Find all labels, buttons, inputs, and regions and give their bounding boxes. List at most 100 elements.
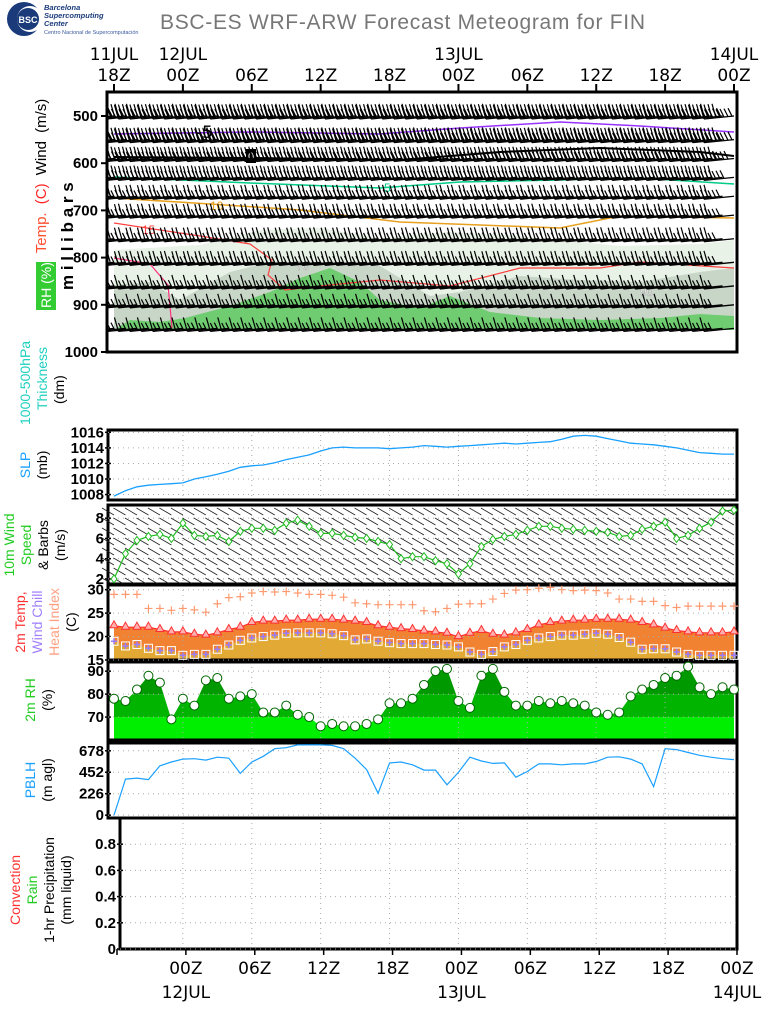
surface-wind-barb xyxy=(320,558,332,565)
pressure-tick-label: 600 xyxy=(73,155,98,172)
surface-wind-barb xyxy=(136,528,148,535)
time-label: 18Z xyxy=(373,66,406,86)
surface-wind-barb xyxy=(584,518,596,525)
surface-wind-barb xyxy=(240,558,252,565)
temp-point xyxy=(512,628,520,635)
barb-feather xyxy=(80,275,84,289)
temp-point xyxy=(386,622,394,629)
slp-line xyxy=(114,435,734,496)
temp-point xyxy=(121,622,129,629)
surface-wind-barb xyxy=(401,518,413,525)
surface-wind-barb xyxy=(699,548,711,555)
surface-wind-barb xyxy=(481,508,493,515)
temp-point xyxy=(328,614,336,621)
surface-wind-barb xyxy=(263,508,275,515)
wind-speed-point xyxy=(697,524,703,532)
surface-wind-barb xyxy=(653,538,665,545)
surface-wind-barb xyxy=(274,508,286,515)
surface-wind-barb xyxy=(596,538,608,545)
barb-feather xyxy=(728,108,732,116)
wind-speed-point xyxy=(444,560,450,568)
surface-wind-barb xyxy=(504,548,516,555)
surface-wind-barb xyxy=(561,508,573,515)
surface-wind-barb xyxy=(630,548,642,555)
surface-wind-barb xyxy=(217,568,229,575)
barb-feather xyxy=(92,190,96,198)
surface-wind-barb xyxy=(504,508,516,515)
surface-wind-barb xyxy=(378,568,390,575)
surface-wind-barb xyxy=(136,568,148,575)
surface-wind-barb xyxy=(274,538,286,545)
surface-wind-barb xyxy=(251,558,263,565)
surface-wind-barb xyxy=(550,508,562,515)
surface-wind-barb xyxy=(446,528,458,535)
surface-wind-barb xyxy=(619,508,631,515)
wind-speed-point xyxy=(352,533,358,541)
surface-wind-barb xyxy=(515,508,527,515)
surface-wind-barb xyxy=(630,508,642,515)
surface-wind-barb xyxy=(366,568,378,575)
time-label: 18Z xyxy=(651,959,684,979)
temp-point xyxy=(604,614,612,621)
surface-wind-barb xyxy=(401,528,413,535)
surface-wind-barb xyxy=(492,528,504,535)
surface-wind-barb xyxy=(642,508,654,515)
barb-feather xyxy=(80,129,84,143)
surface-wind-barb xyxy=(389,518,401,525)
temp-point xyxy=(397,624,405,631)
surface-wind-barb xyxy=(378,508,390,515)
surface-wind-barb xyxy=(699,538,711,545)
surface-wind-barb xyxy=(332,558,344,565)
surface-wind-barb xyxy=(401,548,413,555)
surface-wind-barb xyxy=(515,568,527,575)
surface-wind-barb xyxy=(274,548,286,555)
surface-wind-barb xyxy=(642,568,654,575)
wind-barb xyxy=(80,275,114,289)
wind-barb xyxy=(80,317,114,331)
temp-point xyxy=(443,628,451,635)
temp-point xyxy=(477,625,485,632)
surface-wind-barb xyxy=(251,568,263,575)
surface-wind-barb xyxy=(435,528,447,535)
barb-feather xyxy=(88,128,92,142)
surface-wind-barb xyxy=(251,508,263,515)
barb-feather xyxy=(84,323,88,331)
surface-wind-barb xyxy=(194,558,206,565)
surface-wind-barb xyxy=(412,528,424,535)
wind-speed-point xyxy=(524,526,530,534)
surface-wind-barb xyxy=(584,558,596,565)
y-tick-label: 6 xyxy=(96,530,104,547)
time-label: 06Z xyxy=(235,66,268,86)
surface-wind-barb xyxy=(711,528,723,535)
surface-wind-barb xyxy=(722,568,734,575)
temp-point xyxy=(558,616,566,623)
wind-speed-point xyxy=(295,516,301,524)
surface-wind-barb xyxy=(446,548,458,555)
wind-speed-point xyxy=(214,531,220,539)
surface-wind-barb xyxy=(113,518,125,525)
barb-feather xyxy=(96,190,100,198)
surface-wind-barb xyxy=(573,568,585,575)
surface-wind-barb xyxy=(125,568,137,575)
surface-wind-barb xyxy=(136,518,148,525)
surface-wind-barb xyxy=(642,538,654,545)
surface-wind-barb xyxy=(228,568,240,575)
surface-wind-barb xyxy=(446,538,458,545)
surface-wind-barb xyxy=(309,568,321,575)
surface-wind-barb xyxy=(676,558,688,565)
surface-wind-barb xyxy=(642,558,654,565)
logo-abbr: BSC xyxy=(18,15,38,25)
time-label: 06Z xyxy=(511,66,544,86)
temp-point xyxy=(144,622,152,629)
date-label: 14JUL xyxy=(710,45,759,65)
surface-wind-barb xyxy=(538,568,550,575)
surface-wind-barb xyxy=(423,508,435,515)
surface-wind-barb xyxy=(550,568,562,575)
surface-wind-barb xyxy=(320,548,332,555)
surface-wind-barb xyxy=(653,508,665,515)
temp-point xyxy=(317,614,325,621)
surface-wind-barb xyxy=(573,548,585,555)
surface-wind-barb xyxy=(274,558,286,565)
surface-wind-barb xyxy=(481,568,493,575)
